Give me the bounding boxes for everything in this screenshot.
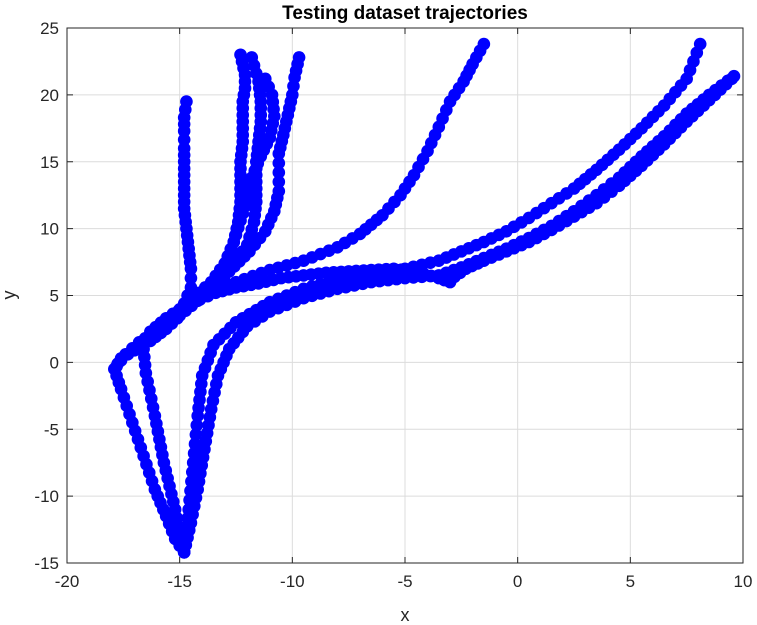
x-tick-label: 5 — [626, 572, 635, 591]
data-point — [292, 51, 306, 64]
trajectory-series — [168, 72, 281, 321]
data-point — [184, 484, 197, 498]
x-tick-label: 10 — [734, 572, 753, 591]
data-point — [727, 69, 741, 83]
y-tick-label: -15 — [34, 554, 59, 573]
data-point — [177, 142, 191, 155]
chart-title: Testing dataset trajectories — [282, 3, 528, 24]
y-tick-label: 25 — [40, 19, 59, 38]
data-point — [258, 72, 272, 86]
data-point — [185, 465, 199, 479]
data-point — [183, 493, 196, 507]
data-point — [177, 133, 191, 146]
x-tick-label: -15 — [167, 572, 192, 591]
trajectory-series — [110, 95, 198, 373]
y-tick-label: 15 — [40, 153, 59, 172]
data-point — [272, 166, 286, 179]
y-tick-label: -5 — [44, 420, 59, 439]
y-tick-label: 10 — [40, 220, 59, 239]
data-point — [187, 447, 201, 460]
data-point — [185, 475, 198, 488]
x-tick-label: -10 — [280, 572, 305, 591]
data-point — [245, 51, 259, 64]
data-points — [108, 37, 741, 559]
data-point — [180, 95, 193, 108]
data-point — [184, 271, 198, 285]
data-point — [477, 37, 491, 51]
data-point — [272, 156, 286, 170]
data-point — [189, 428, 203, 441]
data-point — [188, 437, 202, 451]
data-point — [272, 184, 286, 198]
trajectory-series — [177, 37, 707, 559]
x-tick-label: -5 — [397, 572, 412, 591]
data-point — [272, 175, 286, 189]
data-point — [693, 37, 707, 51]
x-tick-label: -20 — [55, 572, 80, 591]
x-tick-label: 0 — [513, 572, 522, 591]
y-tick-label: 5 — [50, 287, 59, 306]
x-axis-label: x — [401, 605, 410, 625]
data-point — [234, 48, 247, 62]
data-point — [190, 418, 204, 432]
y-tick-label: 0 — [50, 353, 59, 372]
y-tick-label: 20 — [40, 86, 59, 105]
y-axis-label: y — [0, 291, 19, 300]
y-tick-label: -10 — [34, 487, 59, 506]
data-point — [182, 503, 195, 516]
data-point — [186, 456, 200, 469]
